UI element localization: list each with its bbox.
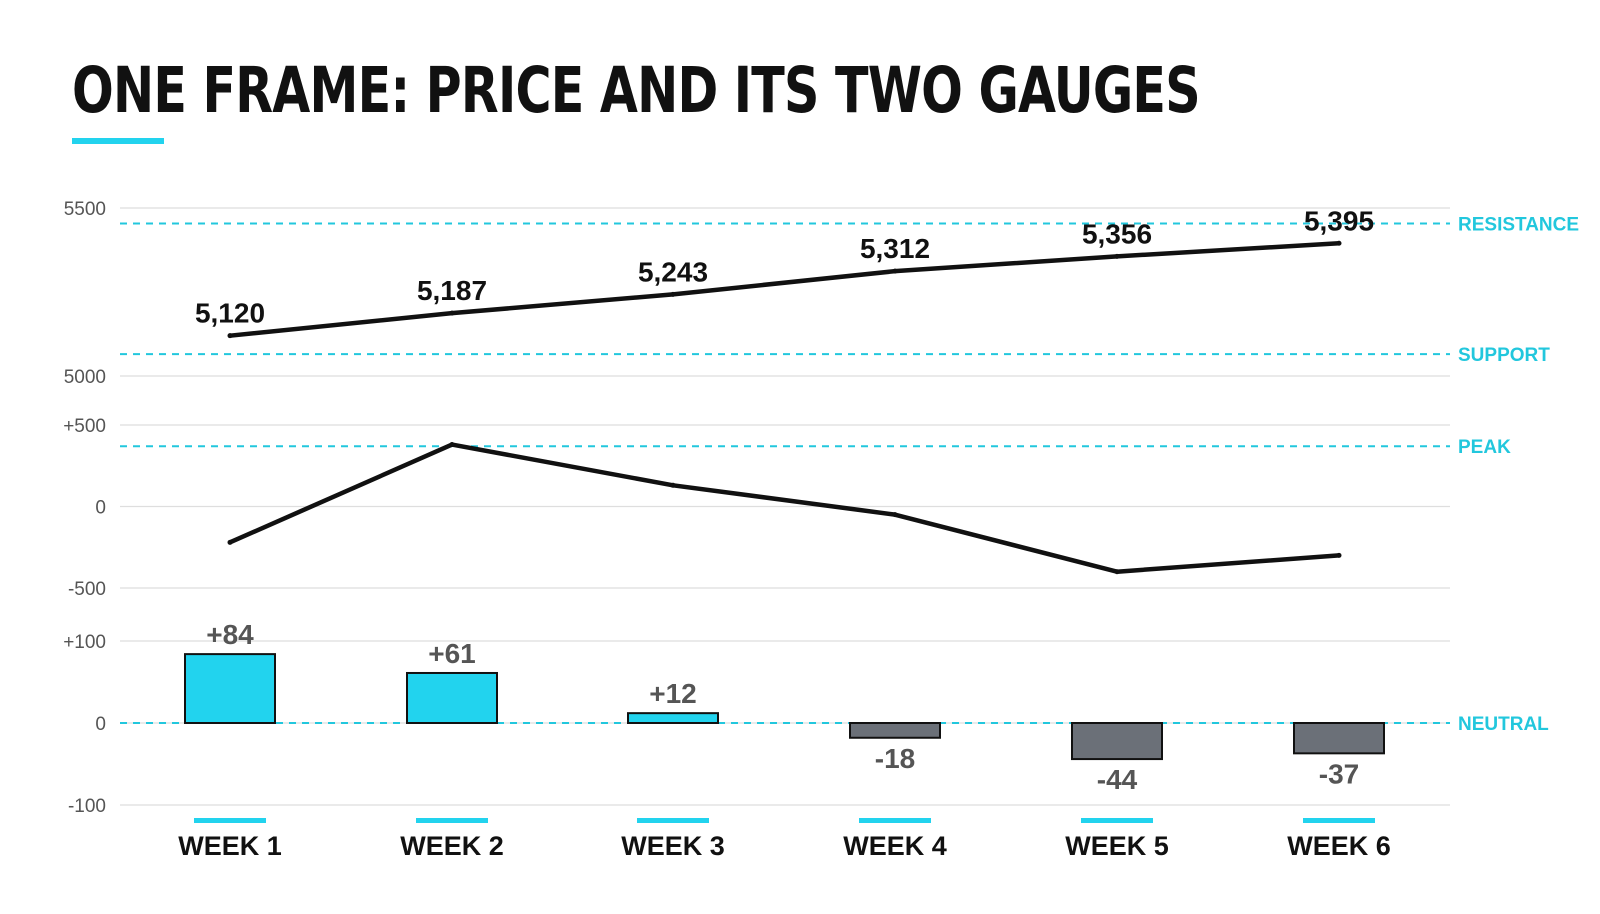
y-tick-label-0-1: 5000	[64, 367, 106, 388]
price-data-label-2: 5,243	[638, 256, 708, 287]
y-tick-label-2-2: -100	[68, 796, 106, 817]
series-line-1	[227, 442, 1342, 574]
data-point-1-1	[449, 442, 455, 448]
bar-2	[627, 712, 719, 724]
reference-label-peak: PEAK	[1458, 437, 1511, 458]
bar-data-label-2: +12	[649, 678, 697, 709]
data-point-0-4	[1114, 253, 1120, 259]
y-tick-label-2-0: +100	[63, 632, 106, 653]
title-underline	[72, 138, 164, 144]
price-data-label-5: 5,395	[1304, 205, 1374, 236]
price-data-label-4: 5,356	[1082, 218, 1152, 249]
price-data-label-1: 5,187	[417, 275, 487, 306]
bar-data-label-4: -44	[1097, 764, 1138, 795]
data-point-0-1	[449, 310, 455, 316]
data-point-0-0	[227, 333, 233, 339]
bar-data-label-1: +61	[428, 638, 476, 669]
bar-data-label-0: +84	[206, 619, 254, 650]
data-point-1-4	[1114, 569, 1120, 575]
week-marker-3	[637, 818, 709, 823]
price-data-label-0: 5,120	[195, 298, 265, 329]
bar-data-label-5: -37	[1319, 758, 1359, 789]
series-line-0	[227, 241, 1342, 338]
x-category-label-1: WEEK 1	[178, 831, 282, 861]
reference-label-support: SUPPORT	[1458, 345, 1550, 366]
y-tick-label-1-2: -500	[68, 579, 106, 600]
bar-0	[184, 653, 276, 724]
x-category-label-2: WEEK 2	[400, 831, 504, 861]
bar-1	[406, 671, 498, 724]
bar-4	[1071, 722, 1163, 761]
week-marker-2	[416, 818, 488, 823]
y-tick-label-1-0: +500	[63, 416, 106, 437]
x-category-label-6: WEEK 6	[1287, 831, 1391, 861]
y-tick-label-2-1: 0	[95, 714, 106, 735]
data-point-0-3	[892, 268, 898, 274]
data-point-0-2	[670, 291, 676, 297]
x-category-label-5: WEEK 5	[1065, 831, 1169, 861]
data-point-1-5	[1336, 552, 1342, 558]
data-point-1-3	[892, 512, 898, 518]
bar-data-label-3: -18	[875, 743, 915, 774]
week-marker-1	[194, 818, 266, 823]
x-category-label-3: WEEK 3	[621, 831, 725, 861]
week-marker-5	[1081, 818, 1153, 823]
data-point-1-0	[227, 539, 233, 545]
x-category-label-4: WEEK 4	[843, 831, 947, 861]
week-marker-4	[859, 818, 931, 823]
reference-label-resistance: RESISTANCE	[1458, 214, 1579, 235]
price-data-label-3: 5,312	[860, 233, 930, 264]
y-tick-label-0-0: 5500	[64, 199, 106, 220]
data-point-0-5	[1336, 240, 1342, 246]
data-point-1-2	[670, 482, 676, 488]
bar-3	[849, 722, 941, 739]
week-marker-6	[1303, 818, 1375, 823]
bar-5	[1293, 722, 1385, 755]
reference-label-neutral: NEUTRAL	[1458, 714, 1549, 735]
y-tick-label-1-1: 0	[95, 498, 106, 519]
chart-title: ONE FRAME: PRICE AND ITS TWO GAUGES	[72, 54, 1201, 127]
